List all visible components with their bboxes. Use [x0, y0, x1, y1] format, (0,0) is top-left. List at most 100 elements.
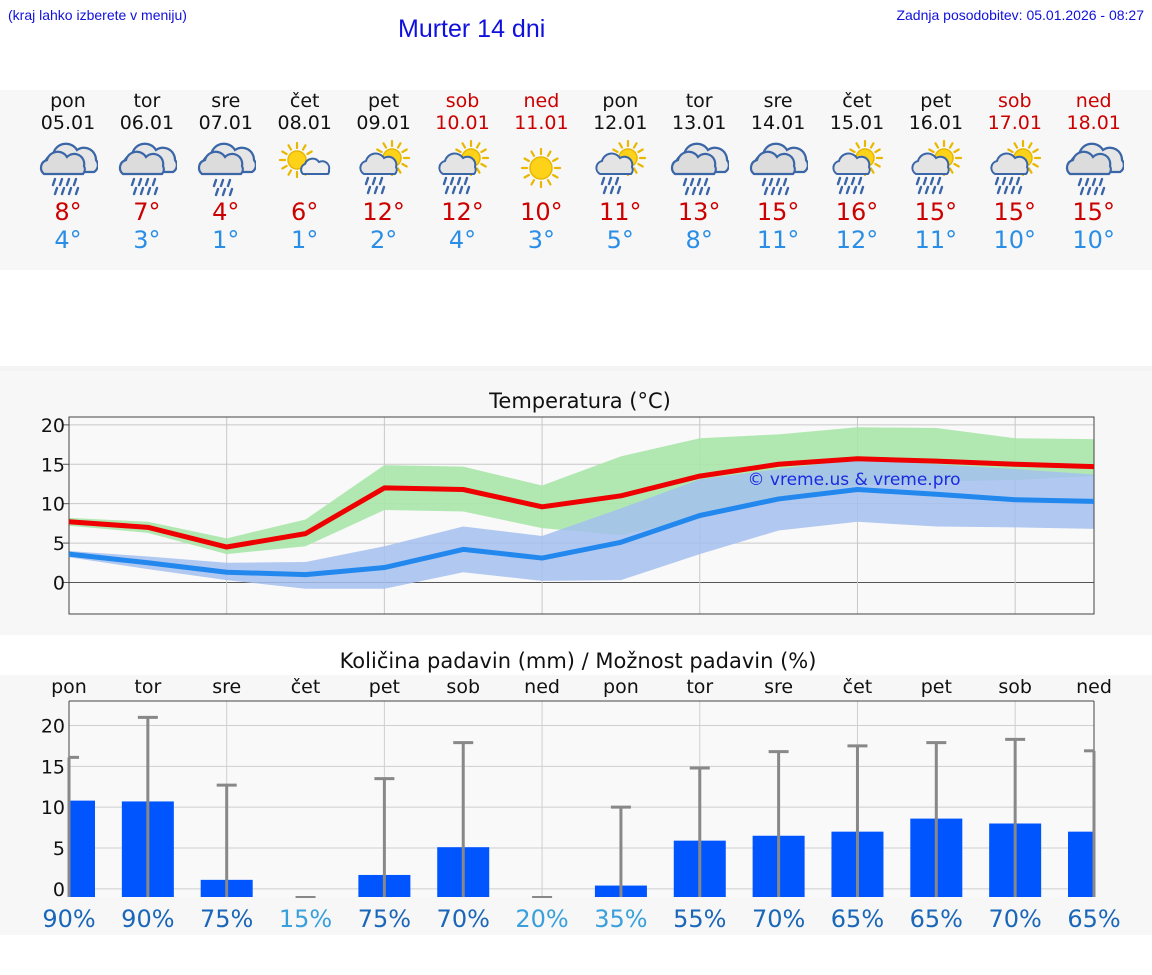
min-temp: 10°: [1072, 226, 1115, 254]
day-name: sre: [763, 90, 793, 112]
max-temp: 6°: [291, 198, 319, 226]
precip-probability: 15%: [279, 905, 332, 933]
day-column: ned 11.01 10° 3°: [501, 90, 581, 255]
day-date: 18.01: [1066, 112, 1121, 134]
x-category-label: tor: [134, 676, 161, 698]
x-category-label: pet: [369, 676, 400, 698]
y-tick-label: 10: [41, 494, 65, 516]
max-temp: 11°: [599, 198, 642, 226]
precipitation-chart: Količina padavin (mm) / Možnost padavin …: [41, 649, 1121, 933]
sun-rain-icon: [359, 139, 410, 195]
day-date: 07.01: [198, 112, 253, 134]
x-category-label: ned: [524, 676, 560, 698]
day-name: sob: [998, 90, 1032, 112]
max-temp: 15°: [993, 198, 1037, 226]
x-category-label: pet: [921, 676, 952, 698]
min-temp: 10°: [993, 226, 1037, 254]
sun-heavy-rain-icon: [990, 139, 1041, 195]
day-date: 12.01: [593, 112, 648, 134]
sun-heavy-rain-icon: [832, 139, 884, 195]
min-temp: 8°: [685, 226, 713, 254]
sun-shape: [521, 147, 562, 189]
day-date: 08.01: [277, 112, 332, 134]
x-category-label: sob: [998, 676, 1032, 698]
day-name: tor: [685, 90, 713, 112]
precip-probability: 20%: [515, 905, 568, 933]
max-temp-line: [68, 456, 1095, 550]
x-category-label: čet: [843, 676, 873, 698]
temperature-chart: 0 5 10 15 20 Temperatura (°C) © vreme.us & vre…: [41, 389, 1095, 615]
day-name: ned: [523, 90, 560, 112]
day-column: ned 18.01 15° 10°: [1054, 90, 1134, 254]
day-name: čet: [289, 90, 320, 112]
day-name: pon: [602, 90, 639, 112]
page-title: Murter 14 dni: [398, 15, 546, 43]
rain-cloud-icon: [671, 142, 730, 196]
day-column: tor 13.01 13° 8°: [659, 90, 739, 254]
day-date: 17.01: [987, 112, 1042, 134]
y-tick-label: 0: [53, 879, 65, 901]
temperature-panel: 0 5 10 15 20 Temperatura (°C) © vreme.us & vre…: [0, 371, 1152, 635]
sun-icon: [521, 147, 562, 189]
precip-probability: 90%: [121, 905, 174, 933]
day-column: sre 14.01 15° 11°: [738, 90, 818, 254]
max-temp: 15°: [914, 198, 958, 226]
day-column: čet 15.01 16° 12°: [817, 90, 897, 255]
x-category-label: sre: [212, 676, 241, 698]
min-temp: 12°: [835, 226, 879, 254]
sun-heavy-rain-icon: [911, 139, 962, 195]
min-temp: 11°: [756, 226, 800, 254]
y-tick-label: 5: [53, 533, 65, 555]
y-tick-label: 15: [41, 756, 65, 778]
daily-forecast-strip: pon 05.01 8° 4° tor 06.01 7° 3° sre 07.01 4° 1° č…: [0, 90, 1152, 270]
precip-bar: [69, 800, 95, 897]
max-temp: 12°: [441, 198, 484, 226]
min-temp-line: [68, 486, 1095, 578]
precip-bar: [1068, 831, 1094, 897]
max-temp: 7°: [133, 198, 161, 226]
y-tick-label: 20: [41, 415, 65, 437]
sun-heavy-rain-icon: [437, 139, 489, 195]
rain-cloud-icon: [39, 142, 98, 196]
chart-title: Temperatura (°C): [488, 389, 671, 413]
x-category-label: tor: [686, 676, 713, 698]
watermark: © vreme.us & vreme.pro: [747, 470, 960, 490]
y-tick-label: 20: [41, 716, 65, 738]
day-name: pet: [367, 90, 400, 112]
day-name: pet: [920, 90, 952, 112]
day-date: 11.01: [514, 112, 569, 134]
precip-probability: 70%: [752, 905, 805, 933]
precip-probability: 65%: [1067, 905, 1120, 933]
sun-rain-icon: [595, 139, 647, 195]
min-temp: 4°: [448, 226, 477, 254]
day-date: 05.01: [40, 112, 96, 134]
x-category-label: pon: [51, 676, 87, 698]
y-tick-label: 15: [41, 454, 65, 476]
day-name: tor: [133, 90, 161, 112]
min-temp: 1°: [212, 226, 240, 254]
x-category-label: sob: [446, 676, 480, 698]
max-temp: 4°: [212, 198, 240, 226]
sun-cloud-icon: [278, 141, 330, 179]
max-temp: 15°: [1072, 198, 1115, 226]
precip-probability: 75%: [200, 905, 253, 933]
max-temp: 13°: [677, 198, 721, 226]
x-category-label: čet: [291, 676, 321, 698]
day-name: ned: [1075, 90, 1112, 112]
y-tick-label: 0: [53, 572, 65, 594]
precip-probability: 55%: [673, 905, 726, 933]
separator: [0, 366, 1152, 371]
precip-probability: 70%: [988, 905, 1041, 933]
precip-probability: 70%: [437, 905, 490, 933]
day-date: 15.01: [829, 112, 885, 134]
max-temp: 15°: [756, 198, 800, 226]
y-tick-label: 10: [41, 797, 65, 819]
rain-cloud-icon: [750, 142, 809, 196]
day-column: čet 08.01 6° 1°: [265, 90, 345, 255]
location-hint[interactable]: (kraj lahko izberete v meniju): [8, 7, 187, 23]
day-date: 16.01: [908, 112, 964, 134]
day-name: sob: [445, 90, 480, 112]
day-date: 13.01: [671, 112, 727, 134]
day-column: sob 10.01 12° 4°: [423, 90, 503, 255]
day-column: pon 12.01 11° 5°: [580, 90, 660, 255]
